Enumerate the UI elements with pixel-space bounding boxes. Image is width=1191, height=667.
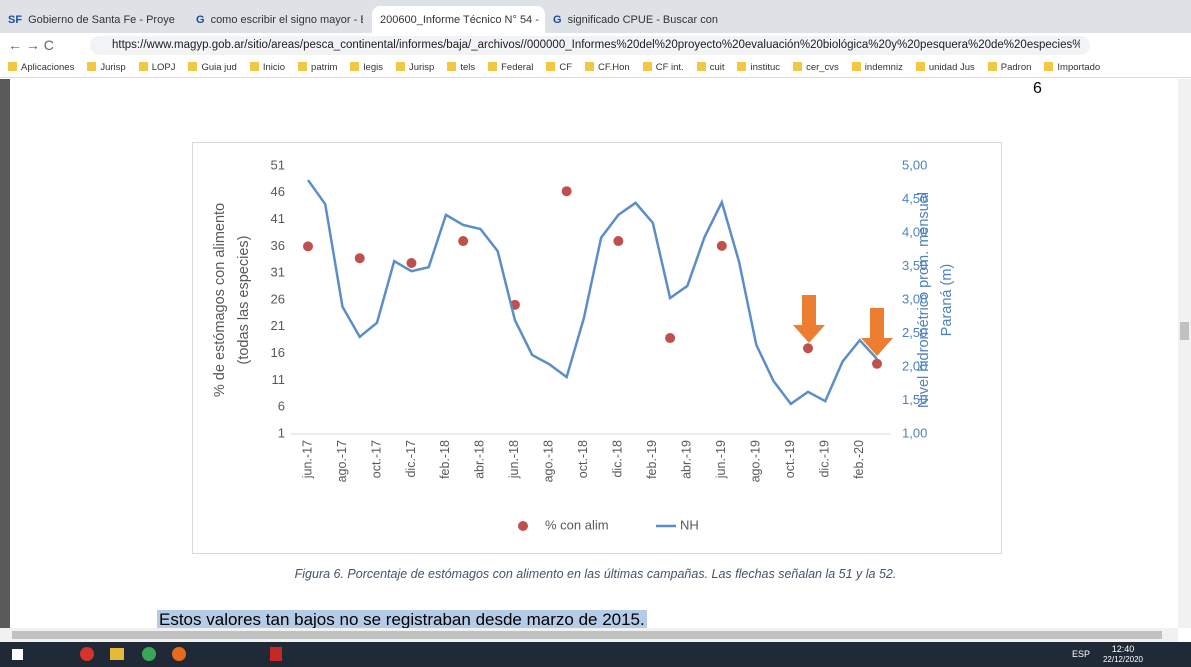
app-icon[interactable] [80, 647, 94, 661]
bookmark[interactable]: Importado [1044, 62, 1100, 73]
bookmark[interactable]: cer_cvs [793, 62, 839, 73]
tab-icon: G [553, 13, 562, 26]
page-number: 6 [1033, 80, 1042, 97]
bookmark[interactable]: Jurisp [87, 62, 125, 73]
app-icon[interactable] [270, 647, 282, 661]
bookmark[interactable]: Guia jud [188, 62, 236, 73]
h-scrollbar[interactable] [0, 628, 1178, 642]
bookmark[interactable]: instituc [737, 62, 780, 73]
url-box[interactable] [90, 36, 1090, 55]
bookmark[interactable]: Padron [988, 62, 1032, 73]
bookmark[interactable]: CF int. [643, 62, 684, 73]
clock-time[interactable]: 12:40 [1111, 644, 1135, 654]
address-bar: ← → C https://www.magyp.gob.ar/sitio/are… [0, 33, 1191, 58]
language[interactable]: ESP [1072, 649, 1091, 659]
page-edge [0, 79, 10, 628]
tab-title: como escribir el signo mayor - Bi [210, 13, 363, 26]
tab[interactable]: 200600_Informe Técnico N° 54 - [372, 6, 545, 33]
bookmark[interactable]: LOPJ [139, 62, 176, 73]
bookmark[interactable]: Inicio [250, 62, 285, 73]
nav-buttons[interactable]: ← → C [8, 37, 54, 53]
scrollbar[interactable] [1178, 79, 1191, 628]
bookmark[interactable]: tels [447, 62, 475, 73]
page-content: 6 Figura 6. Porcentaje de estómagos con … [0, 79, 1178, 628]
tab-icon: G [196, 13, 205, 26]
bookmark[interactable]: patrim [298, 62, 337, 73]
bookmark[interactable]: cuit [697, 62, 725, 73]
tab-title: significado CPUE - Buscar con Go [567, 13, 720, 26]
start-button[interactable] [12, 649, 23, 660]
bookmark[interactable]: Federal [488, 62, 533, 73]
bookmark[interactable]: unidad Jus [916, 62, 975, 73]
chart-frame [192, 142, 1002, 554]
app-icon[interactable] [172, 647, 186, 661]
bookmark[interactable]: Aplicaciones [8, 62, 74, 73]
tab-title: 200600_Informe Técnico N° 54 - [380, 13, 539, 26]
app-icon[interactable] [110, 648, 124, 660]
tab-title: Gobierno de Santa Fe - Proyecto [28, 13, 175, 26]
highlighted-text: Estos valores tan bajos no se registraba… [157, 610, 647, 628]
bookmarks-bar: Aplicaciones Jurisp LOPJ Guia jud Inicio patr… [0, 58, 1191, 78]
url[interactable]: https://www.magyp.gob.ar/sitio/areas/pes… [112, 39, 1080, 51]
bookmark[interactable]: CF [546, 62, 572, 73]
bookmark[interactable]: legis [350, 62, 383, 73]
app-icon[interactable] [142, 647, 156, 661]
bookmark[interactable]: indemniz [852, 62, 903, 73]
clock-date[interactable]: 22/12/2020 [1102, 655, 1144, 664]
tab[interactable]: SF Gobierno de Santa Fe - Proyecto [0, 6, 175, 33]
taskbar: ESP 12:40 22/12/2020 [0, 642, 1191, 667]
bookmark[interactable]: CF.Hon [585, 62, 630, 73]
caption: Figura 6. Porcentaje de estómagos con al… [294, 567, 897, 581]
bookmark[interactable]: Jurisp [396, 62, 434, 73]
tab-icon: SF [8, 13, 23, 26]
